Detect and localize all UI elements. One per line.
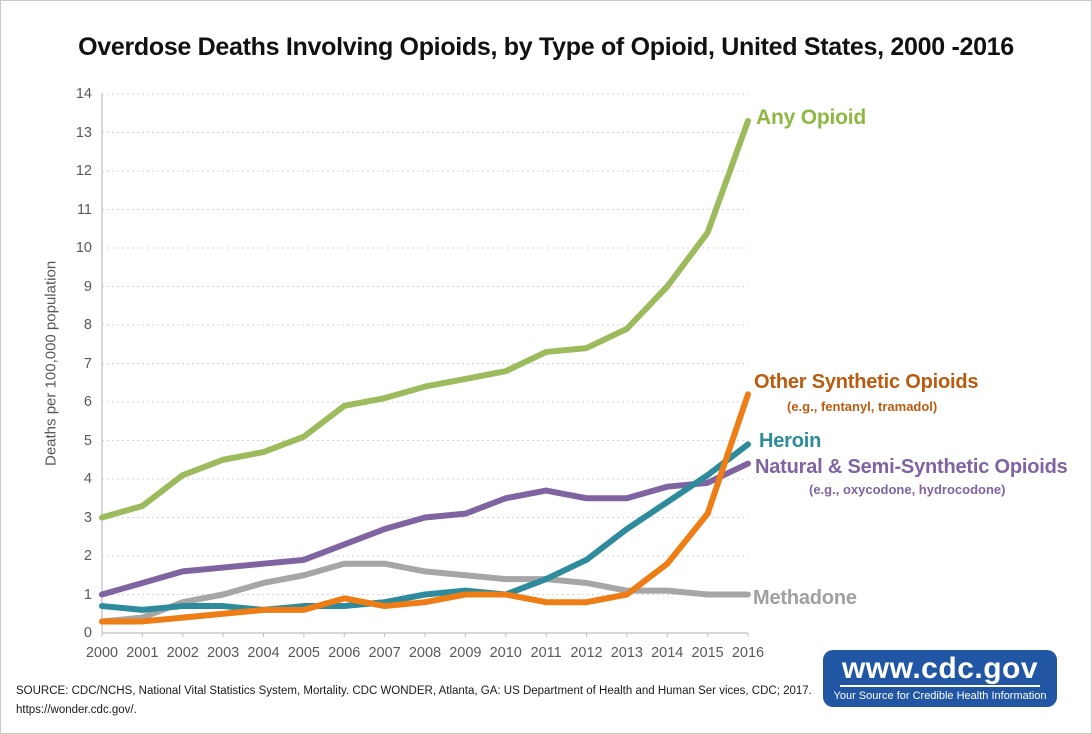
legend-label-natural-semi-synthetic-opioids: Natural & Semi-Synthetic Opioids xyxy=(755,456,1068,478)
x-tick-label: 2009 xyxy=(449,645,482,661)
y-tick-label: 5 xyxy=(83,432,92,449)
x-tick-label: 2010 xyxy=(489,645,522,661)
x-tick-label: 2000 xyxy=(85,645,119,661)
legend-sublabel-natural-semi-synthetic-opioids: (e.g., oxycodone, hydrocodone) xyxy=(809,482,1006,497)
y-tick-label: 13 xyxy=(75,124,92,141)
legend-label-heroin: Heroin xyxy=(759,430,822,452)
y-tick-label: 2 xyxy=(83,548,92,564)
y-tick-label: 14 xyxy=(75,86,92,102)
y-tick-label: 8 xyxy=(83,317,92,333)
source-citation-line1: SOURCE: CDC/NCHS, National Vital Statist… xyxy=(16,685,812,697)
y-tick-label: 11 xyxy=(76,201,92,218)
x-tick-label: 2005 xyxy=(287,645,320,661)
y-tick-label: 0 xyxy=(83,625,92,641)
x-tick-label: 2008 xyxy=(408,645,442,661)
line-any-opioid xyxy=(99,117,751,521)
x-tick-label: 2004 xyxy=(247,645,280,661)
y-tick-label: 12 xyxy=(75,163,92,179)
x-tick-label: 2006 xyxy=(328,645,361,661)
x-tick-label: 2007 xyxy=(368,645,401,661)
line-natural-semi-synthetic-opioids xyxy=(99,460,751,598)
x-tick-label: 2015 xyxy=(691,645,724,661)
source-citation-line2: https://wonder.cdc.gov/. xyxy=(16,703,137,716)
chart-title: Overdose Deaths Involving Opioids, by Ty… xyxy=(78,33,1014,61)
x-tick-label: 2012 xyxy=(570,645,603,661)
cdc-logo-badge[interactable]: www.cdc.gov Your Source for Credible Hea… xyxy=(823,650,1057,707)
y-tick-label: 3 xyxy=(83,509,92,526)
line-methadone xyxy=(99,560,751,625)
x-tick-label: 2013 xyxy=(610,645,643,661)
source-citation: SOURCE: CDC/NCHS, National Vital Statist… xyxy=(16,682,816,719)
line-heroin xyxy=(99,441,751,613)
legend-sublabel-other-synthetic-opioids: (e.g., fentanyl, tramadol) xyxy=(787,399,938,414)
y-tick-label: 7 xyxy=(83,355,92,372)
cdc-logo-url-text[interactable]: www.cdc.gov xyxy=(839,652,1041,687)
y-tick-label: 10 xyxy=(75,240,92,256)
line-other-synthetic-opioids xyxy=(99,391,751,625)
cdc-logo-tagline: Your Source for Credible Health Informat… xyxy=(833,690,1047,702)
x-tick-label: 2016 xyxy=(731,645,765,661)
x-tick-label: 2014 xyxy=(651,645,684,661)
y-tick-label: 9 xyxy=(83,278,92,295)
legend-label-methadone: Methadone xyxy=(753,587,857,609)
y-tick-label: 1 xyxy=(83,586,92,603)
x-tick-label: 2002 xyxy=(166,645,199,661)
x-tick-label: 2003 xyxy=(206,645,240,661)
x-tick-label: 2011 xyxy=(530,645,562,661)
y-tick-label: 6 xyxy=(83,394,92,410)
legend-label-any-opioid: Any Opioid xyxy=(756,106,866,129)
legend-label-other-synthetic-opioids: Other Synthetic Opioids xyxy=(754,371,979,393)
y-tick-label: 4 xyxy=(83,471,92,487)
x-tick-label: 2001 xyxy=(126,645,159,661)
